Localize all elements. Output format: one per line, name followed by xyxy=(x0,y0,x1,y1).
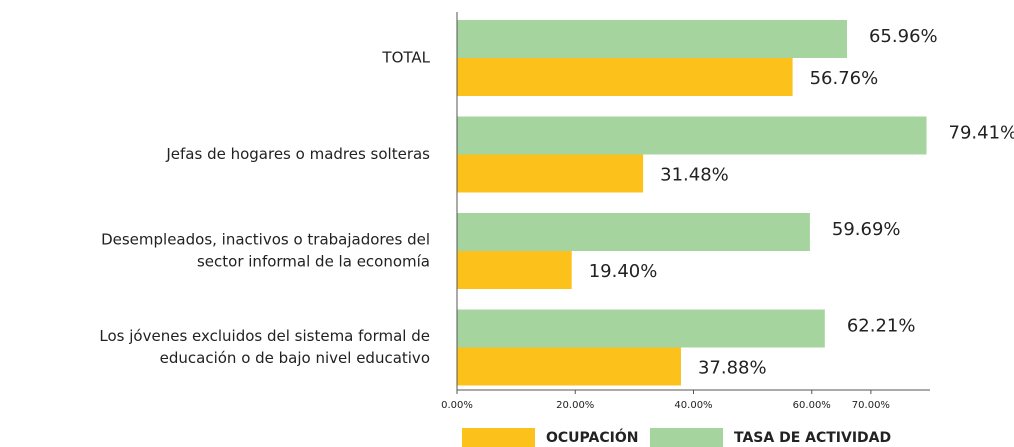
value-label: 37.88% xyxy=(698,358,767,379)
value-label: 65.96% xyxy=(869,26,938,47)
category-label: Los jóvenes excluidos del sistema formal… xyxy=(99,327,430,345)
value-label: 19.40% xyxy=(589,261,658,282)
value-label: 59.69% xyxy=(832,219,901,240)
category-label: Jefas de hogares o madres solteras xyxy=(165,145,430,163)
value-label: 56.76% xyxy=(810,68,879,89)
legend-label: TASA DE ACTIVIDAD xyxy=(734,430,891,446)
value-label: 62.21% xyxy=(847,316,916,337)
bar xyxy=(457,309,825,348)
x-tick-label: 0.00% xyxy=(441,400,473,411)
legend-label: OCUPACIÓN xyxy=(546,428,638,446)
x-tick-label: 60.00% xyxy=(793,400,831,411)
bar xyxy=(457,58,793,96)
legend-swatch xyxy=(650,428,723,447)
category-label: Desempleados, inactivos o trabajadores d… xyxy=(101,231,430,249)
x-tick-label: 40.00% xyxy=(674,400,712,411)
bar xyxy=(457,154,644,193)
category-label: educación o de bajo nivel educativo xyxy=(160,349,430,367)
category-label: TOTAL xyxy=(381,49,430,67)
category-label: sector informal de la economía xyxy=(197,253,430,271)
legend-swatch xyxy=(462,428,535,447)
bar xyxy=(457,347,681,386)
value-label: 31.48% xyxy=(660,165,729,186)
bar xyxy=(457,116,927,155)
bar xyxy=(457,251,572,289)
x-tick-label: 20.00% xyxy=(556,400,594,411)
x-tick-label: 70.00% xyxy=(852,400,890,411)
bar xyxy=(457,20,847,58)
value-label: 79.41% xyxy=(949,123,1014,144)
bar xyxy=(457,213,810,251)
